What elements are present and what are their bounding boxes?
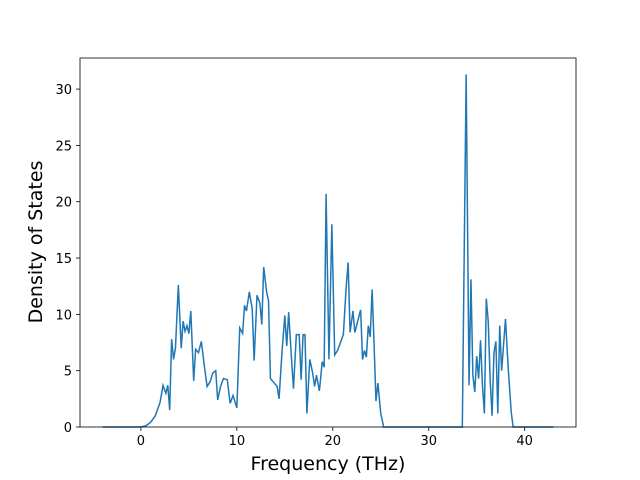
x-tick-label: 0	[137, 434, 145, 449]
data-line	[102, 74, 554, 428]
y-tick-label: 5	[64, 365, 72, 380]
x-tick-label: 10	[229, 434, 246, 449]
x-tick-label: 20	[325, 434, 342, 449]
y-tick-label: 20	[55, 196, 72, 211]
y-tick-label: 15	[55, 252, 72, 267]
y-tick-label: 0	[64, 421, 72, 436]
y-tick-label: 10	[55, 308, 72, 323]
y-tick-label: 30	[55, 83, 72, 98]
y-axis-label: Density of States	[25, 161, 47, 324]
plot-frame	[79, 57, 577, 428]
y-tick-label: 25	[55, 139, 72, 154]
x-axis-label: Frequency (THz)	[251, 453, 406, 475]
x-tick-label: 30	[420, 434, 437, 449]
x-tick-label: 40	[516, 434, 533, 449]
